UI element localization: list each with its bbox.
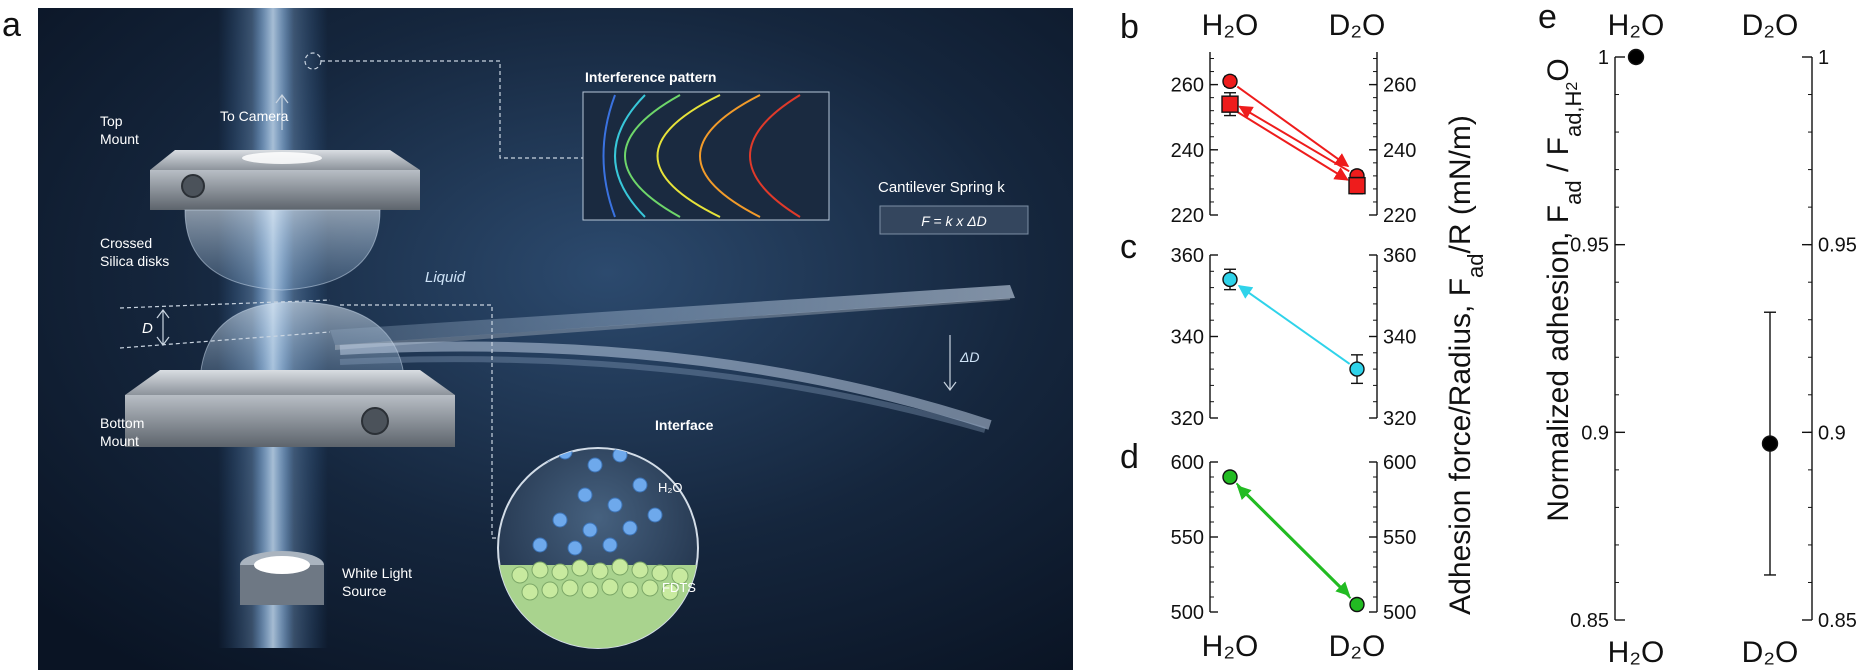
white-light-source [240, 551, 324, 605]
arrow-b [1238, 105, 1350, 173]
e-top-cat-d2o: D₂O [1742, 9, 1799, 42]
arrow-b [1236, 85, 1350, 168]
d-bottom-cat-d2o: D₂O [1329, 630, 1386, 663]
label-interface: Interface [655, 417, 714, 433]
ytick-label-left-c: 340 [1171, 327, 1204, 349]
data-point-c [1349, 361, 1365, 377]
ytick-label-left-e: 0.95 [1570, 235, 1609, 257]
chart-b: 220 220 240 240 260 260 [1171, 52, 1416, 227]
label-top-mount: Top Mount [100, 113, 139, 147]
interference-pattern [582, 91, 830, 221]
e-bottom-cat-d2o: D₂O [1742, 636, 1799, 669]
ytick-label-left-e: 1 [1598, 47, 1609, 69]
ytick-label-right-d: 600 [1383, 452, 1416, 474]
ytick-label-left-d: 500 [1171, 602, 1204, 624]
data-point-square-b [1348, 176, 1366, 195]
ytick-label-right-d: 550 [1383, 527, 1416, 549]
panel-letter-a: a [2, 6, 21, 44]
cantilever-spring [330, 285, 1015, 433]
label-fdts: FDTS [662, 580, 696, 595]
label-d: D [142, 320, 153, 337]
arrow-d [1235, 482, 1351, 597]
bcd-axis-title: Adhesion force/Radius, Fad/R (mN/m) [1444, 115, 1488, 615]
label-bottom-mount: Bottom Mount [100, 415, 144, 449]
data-point-e [1761, 435, 1779, 452]
ytick-label-right-b: 220 [1383, 205, 1416, 227]
panel-letter-c: c [1120, 228, 1137, 266]
arrow-b [1237, 111, 1349, 181]
data-point-square-b [1221, 95, 1239, 113]
data-point-c [1222, 271, 1238, 288]
ytick-label-left-b: 260 [1171, 75, 1204, 97]
label-interference: Interference pattern [585, 69, 716, 85]
ytick-label-right-e: 0.95 [1818, 235, 1857, 257]
data-point-e [1627, 48, 1645, 66]
panel-letter-b: b [1120, 8, 1139, 46]
ytick-label-right-b: 240 [1383, 140, 1416, 162]
label-white-light: White Light Source [342, 565, 412, 599]
ytick-label-left-b: 220 [1171, 205, 1204, 227]
callout-lines [119, 52, 583, 539]
ytick-label-right-c: 320 [1383, 408, 1416, 430]
ytick-label-left-c: 320 [1171, 408, 1204, 430]
ytick-label-left-d: 550 [1171, 527, 1204, 549]
ytick-label-left-e: 0.85 [1570, 610, 1609, 632]
b-top-cat-d2o: D₂O [1329, 9, 1386, 42]
data-point-d [1349, 596, 1365, 613]
ytick-label-left-b: 240 [1171, 140, 1204, 162]
formula-box [879, 205, 1029, 235]
label-h2o-molecules: H₂O [658, 480, 683, 495]
panel-a: a [2, 6, 1073, 670]
ytick-label-left-d: 600 [1171, 452, 1204, 474]
label-cantilever: Cantilever Spring k [878, 179, 1005, 196]
arrow-c [1237, 284, 1351, 365]
chart-d: 500 500 550 550 600 600 [1171, 452, 1417, 624]
top-mount [150, 150, 420, 210]
label-liquid: Liquid [425, 269, 466, 286]
ytick-label-right-e: 0.85 [1818, 610, 1857, 632]
ytick-label-right-b: 260 [1383, 75, 1416, 97]
e-top-cat-h2o: H₂O [1608, 9, 1665, 42]
ytick-label-left-c: 360 [1171, 245, 1204, 267]
data-point-d [1222, 469, 1238, 485]
ytick-label-right-c: 360 [1383, 245, 1416, 267]
ytick-label-right-e: 1 [1818, 47, 1829, 69]
dimension-marks [156, 94, 957, 391]
arrow-d [1236, 485, 1352, 599]
chart-c: 320 320 340 340 360 360 [1171, 245, 1417, 430]
label-delta-d: ΔD [959, 349, 980, 365]
panel-letter-e: e [1538, 0, 1557, 36]
e-bottom-cat-h2o: H₂O [1608, 636, 1665, 669]
label-to-camera: To Camera [220, 108, 289, 124]
panel-letter-d: d [1120, 438, 1139, 476]
label-crossed-disks: Crossed Silica disks [100, 235, 169, 269]
bottom-mount [125, 370, 455, 447]
data-point-b [1222, 73, 1238, 90]
chart-e: 0.85 0.85 0.9 0.9 0.95 0.95 1 1 [1570, 47, 1857, 632]
label-formula: F = k x ΔD [921, 213, 987, 229]
ytick-label-left-e: 0.9 [1581, 422, 1609, 444]
top-silica-disk [184, 209, 381, 291]
ytick-label-right-d: 500 [1383, 602, 1416, 624]
d-bottom-cat-h2o: H₂O [1202, 630, 1259, 663]
ytick-label-right-e: 0.9 [1818, 422, 1846, 444]
ytick-label-right-c: 340 [1383, 327, 1416, 349]
e-axis-title: Normalized adhesion, Fad / Fad,H2O [1542, 58, 1586, 521]
b-top-cat-h2o: H₂O [1202, 9, 1259, 42]
